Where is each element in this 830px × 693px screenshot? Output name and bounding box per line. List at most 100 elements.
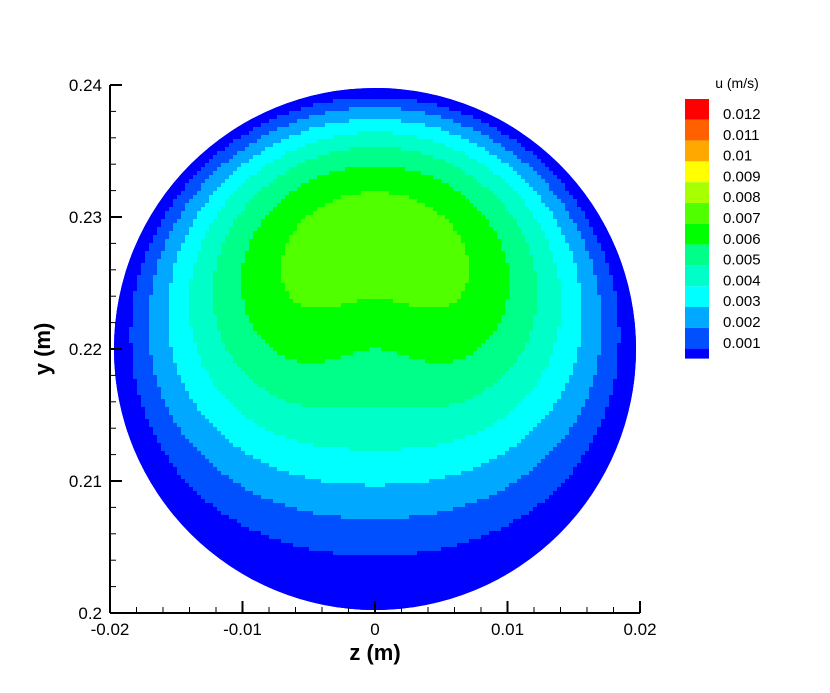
contour-band-cell	[145, 259, 158, 264]
contour-band-cell	[241, 295, 290, 300]
contour-band-cell	[201, 207, 222, 212]
contour-band-cell	[149, 327, 170, 332]
contour-band-cell	[617, 347, 637, 352]
contour-band-cell	[185, 235, 206, 240]
contour-band-cell	[201, 243, 222, 248]
contour-band-cell	[617, 375, 637, 380]
contour-band-cell	[281, 139, 318, 144]
contour-band-cell	[313, 211, 438, 216]
contour-band-cell	[573, 251, 590, 256]
contour-band-cell	[185, 479, 234, 484]
contour-band-cell	[241, 287, 286, 292]
contour-band-cell	[481, 131, 502, 136]
contour-band-cell	[161, 251, 178, 256]
contour-band-cell	[173, 275, 194, 280]
contour-band-cell	[469, 271, 510, 276]
contour-band-cell	[217, 151, 238, 156]
contour-band-cell	[569, 375, 594, 380]
contour-band-cell	[113, 339, 130, 344]
contour-band-cell	[617, 343, 637, 348]
contour-band-cell	[153, 367, 178, 372]
contour-band-cell	[465, 195, 498, 200]
contour-band-cell	[285, 251, 466, 256]
contour-band-cell	[577, 271, 594, 276]
contour-band-cell	[213, 279, 242, 284]
contour-band-cell	[617, 367, 637, 372]
contour-band-cell	[517, 355, 550, 360]
contour-band-cell	[249, 199, 282, 204]
contour-band-cell	[281, 275, 470, 280]
contour-band-cell	[221, 339, 266, 344]
contour-band-cell	[201, 411, 242, 416]
contour-band-cell	[245, 255, 282, 260]
contour-band-cell	[177, 471, 222, 476]
contour-band-cell	[537, 283, 562, 288]
contour-band-cell	[297, 223, 454, 228]
contour-band-cell	[493, 383, 538, 388]
contour-band-cell	[245, 451, 506, 456]
contour-band-cell	[477, 179, 506, 184]
contour-band-cell	[273, 499, 478, 504]
contour-band-cell	[325, 123, 426, 128]
contour-band-cell	[577, 203, 637, 208]
contour-band-cell	[581, 295, 602, 300]
contour-band-cell	[289, 471, 462, 476]
contour-band-cell	[169, 299, 190, 304]
contour-band-cell	[241, 291, 290, 296]
contour-band-cell	[581, 323, 602, 328]
contour-band-cell	[621, 335, 637, 340]
contour-band-cell	[333, 135, 418, 140]
contour-band-cell	[349, 119, 402, 124]
contour-band-cell	[301, 183, 450, 188]
contour-band-cell	[149, 299, 170, 304]
contour-band-cell	[213, 171, 234, 176]
contour-band-cell	[425, 111, 462, 116]
contour-band-cell	[357, 131, 394, 136]
contour-band-cell	[213, 463, 270, 468]
axes: -0.02 -0.01 0 0.01 0.02 0.2 0.21 0.22 0.23 0.24	[69, 76, 657, 639]
contour-band-cell	[113, 235, 154, 240]
contour-band-cell	[133, 371, 154, 376]
legend-swatch	[685, 140, 709, 162]
contour-band-cell	[113, 495, 202, 500]
contour-band-cell	[481, 391, 530, 396]
legend-swatch	[685, 161, 709, 183]
contour-band-cell	[461, 291, 510, 296]
contour-band-cell	[157, 271, 174, 276]
contour-band-cell	[245, 487, 506, 492]
contour-band-cell	[213, 275, 242, 280]
contour-band-cell	[417, 135, 462, 140]
contour-band-cell	[533, 211, 554, 216]
contour-band-cell	[225, 239, 250, 244]
contour-band-cell	[197, 211, 218, 216]
contour-band-cell	[465, 355, 518, 360]
contour-band-cell	[189, 199, 210, 204]
contour-band-cell	[165, 451, 202, 456]
contour-band-cell	[601, 423, 637, 428]
contour-band-cell	[209, 375, 250, 380]
contour-band-cell	[605, 251, 637, 256]
contour-band-cell	[601, 311, 618, 316]
contour-band-cell	[189, 291, 214, 296]
contour-band-cell	[517, 219, 538, 224]
contour-band-cell	[197, 351, 230, 356]
contour-band-cell	[561, 319, 582, 324]
contour-band-cell	[241, 211, 270, 216]
contour-band-cell	[241, 135, 262, 140]
contour-band-cell	[133, 291, 154, 296]
contour-band-cell	[209, 159, 230, 164]
contour-band-cell	[113, 499, 206, 504]
contour-band-cell	[453, 147, 486, 152]
contour-band-cell	[185, 387, 218, 392]
contour-band-cell	[113, 411, 146, 416]
contour-band-cell	[549, 239, 566, 244]
contour-band-cell	[577, 199, 637, 204]
contour-band-cell	[285, 399, 466, 404]
legend-swatch-min	[685, 348, 709, 359]
contour-band-cell	[161, 255, 178, 260]
contour-band-cell	[113, 211, 166, 216]
y-tick-label: 0.23	[69, 208, 102, 227]
contour-band-cell	[369, 347, 382, 352]
contour-band-cell	[489, 135, 510, 140]
contour-band-cell	[157, 227, 174, 232]
